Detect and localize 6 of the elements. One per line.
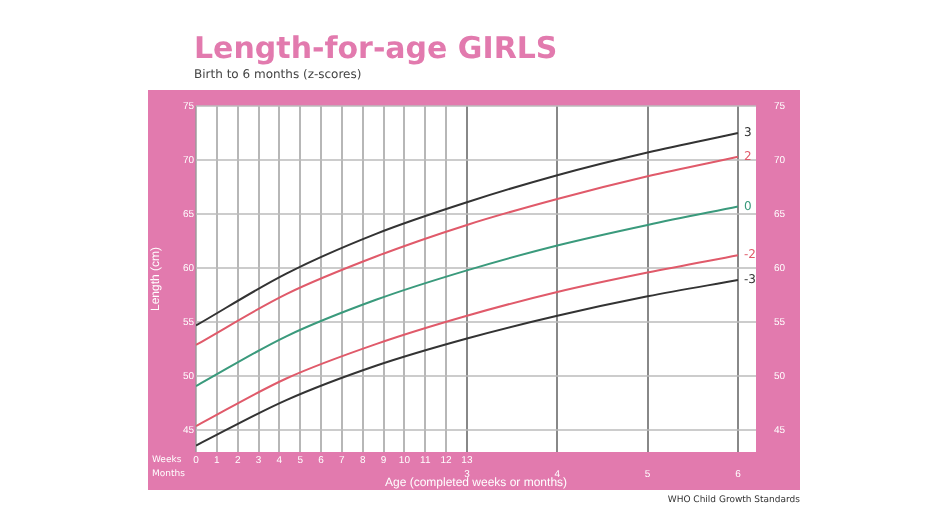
line-series [196,254,739,428]
line-series [196,155,739,346]
line-series [196,132,739,327]
line-series [196,279,739,447]
chart-title: Length-for-age GIRLS [194,30,558,66]
line-series [196,205,739,388]
